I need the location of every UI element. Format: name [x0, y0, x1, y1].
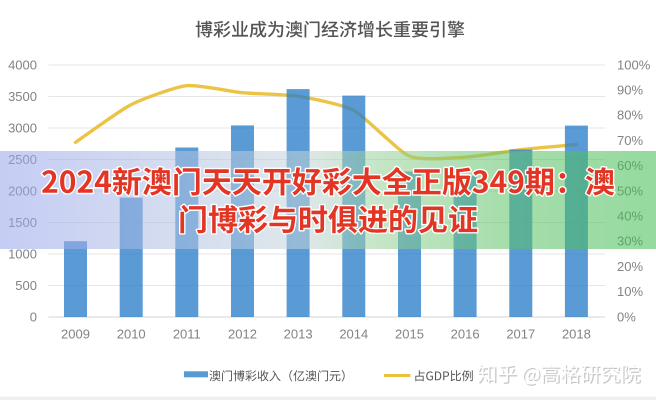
- svg-text:2009: 2009: [61, 326, 90, 341]
- svg-text:0: 0: [30, 309, 37, 324]
- svg-text:3000: 3000: [8, 120, 37, 135]
- svg-text:2011: 2011: [173, 326, 201, 341]
- svg-text:90%: 90%: [617, 83, 643, 98]
- svg-text:100%: 100%: [617, 57, 651, 72]
- svg-text:4000: 4000: [8, 57, 37, 72]
- svg-text:2013: 2013: [284, 326, 313, 341]
- svg-text:2014: 2014: [339, 326, 368, 341]
- svg-text:20%: 20%: [617, 259, 643, 274]
- svg-text:2016: 2016: [451, 326, 480, 341]
- svg-text:2010: 2010: [117, 326, 146, 341]
- svg-text:2017: 2017: [506, 326, 535, 341]
- svg-text:2012: 2012: [228, 326, 257, 341]
- svg-text:2018: 2018: [562, 326, 591, 341]
- svg-text:500: 500: [15, 278, 37, 293]
- svg-text:3500: 3500: [8, 89, 37, 104]
- svg-text:70%: 70%: [617, 133, 643, 148]
- svg-text:2015: 2015: [395, 326, 424, 341]
- svg-text:0%: 0%: [617, 309, 636, 324]
- svg-text:10%: 10%: [617, 284, 643, 299]
- svg-text:80%: 80%: [617, 108, 643, 123]
- svg-text:1000: 1000: [8, 246, 37, 261]
